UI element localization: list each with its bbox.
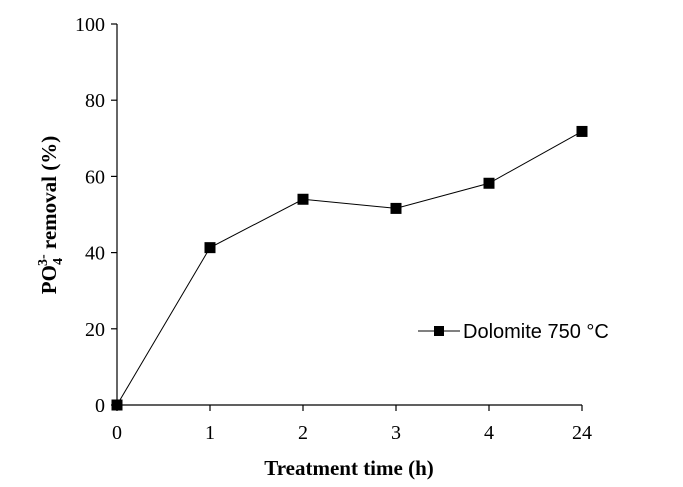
series-layer xyxy=(111,125,588,411)
x-ticks: 0 1 2 3 4 24 xyxy=(112,405,592,444)
data-point-marker xyxy=(390,202,402,214)
legend-marker-swatch xyxy=(434,326,444,336)
x-axis-title: Treatment time (h) xyxy=(264,456,434,480)
y-tick-label: 20 xyxy=(85,319,105,341)
x-tick-label: 24 xyxy=(572,422,592,444)
x-tick-label: 4 xyxy=(484,422,494,444)
legend: Dolomite 750 °C xyxy=(418,321,609,343)
data-point-marker xyxy=(483,177,495,189)
x-tick-label: 0 xyxy=(112,422,122,444)
data-point-marker xyxy=(297,193,309,205)
series-line xyxy=(116,131,583,406)
legend-label: Dolomite 750 °C xyxy=(463,321,609,343)
y-axis-title-sub: 4 xyxy=(51,258,66,265)
data-point-marker xyxy=(576,125,588,137)
y-ticks: 0 20 40 60 80 100 xyxy=(75,14,117,417)
y-axis-title-rest: removal (%) xyxy=(37,136,61,255)
y-tick-label: 100 xyxy=(75,14,105,36)
y-axis-title: PO43- removal (%) xyxy=(36,136,66,294)
y-tick-label: 0 xyxy=(95,395,105,417)
y-tick-label: 60 xyxy=(85,166,105,188)
x-tick-label: 3 xyxy=(391,422,401,444)
axes xyxy=(116,24,582,406)
y-axis-title-main: PO xyxy=(37,265,61,294)
data-point-marker xyxy=(204,242,216,254)
y-tick-label: 40 xyxy=(85,243,105,265)
y-tick-label: 80 xyxy=(85,90,105,112)
x-tick-label: 1 xyxy=(205,422,215,444)
data-point-marker xyxy=(111,399,123,411)
x-tick-label: 2 xyxy=(298,422,308,444)
y-axis-title-sup: 3- xyxy=(36,254,51,266)
